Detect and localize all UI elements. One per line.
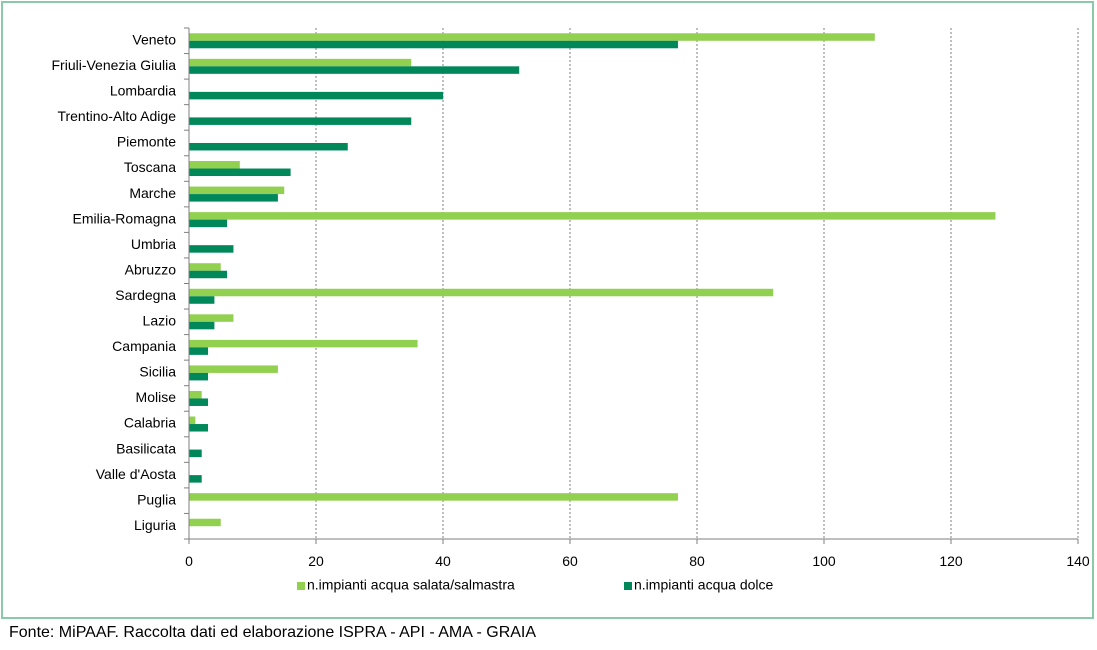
category-label: Puglia xyxy=(137,491,176,507)
gridlines xyxy=(315,28,1079,539)
bar-fresh-water xyxy=(189,91,443,100)
bars xyxy=(189,33,996,527)
bar-fresh-water xyxy=(189,398,209,406)
category-label: Abruzzo xyxy=(125,261,177,277)
bar-chart: Veneto Friuli-Venezia Giulia Lombardia Tren… xyxy=(52,27,1090,593)
x-tick-label: 40 xyxy=(435,553,451,569)
bar-fresh-water xyxy=(189,194,278,202)
x-tick-label: 120 xyxy=(939,553,963,569)
bar-fresh-water xyxy=(189,245,234,253)
bar-salt-water xyxy=(189,518,221,527)
x-tick-label: 100 xyxy=(812,553,836,569)
bar-salt-water xyxy=(189,314,234,322)
x-tick-label: 80 xyxy=(689,553,705,569)
bar-fresh-water xyxy=(189,66,520,74)
category-label: Sicilia xyxy=(139,364,176,380)
category-label: Liguria xyxy=(134,517,176,533)
chart-frame xyxy=(1,1,1094,619)
bar-salt-water xyxy=(189,212,996,220)
bar-salt-water xyxy=(189,493,678,501)
category-label: Piemonte xyxy=(117,134,176,150)
bar-salt-water xyxy=(189,365,278,373)
legend: n.impianti acqua salata/salmastra n.impia… xyxy=(297,577,774,593)
bar-fresh-water xyxy=(189,372,209,381)
category-label: Marche xyxy=(129,185,176,201)
bar-fresh-water xyxy=(189,219,228,228)
bar-salt-water xyxy=(189,416,196,425)
bar-salt-water xyxy=(189,263,221,271)
bar-fresh-water xyxy=(189,117,412,125)
legend-label: n.impianti acqua salata/salmastra xyxy=(307,577,515,593)
bar-salt-water xyxy=(189,58,412,67)
category-label: Veneto xyxy=(132,31,176,47)
bar-fresh-water xyxy=(189,270,228,279)
category-label: Calabria xyxy=(124,415,176,431)
category-label: Friuli-Venezia Giulia xyxy=(52,57,177,73)
bar-salt-water xyxy=(189,186,285,195)
legend-swatch xyxy=(297,582,305,590)
bar-fresh-water xyxy=(189,347,209,355)
category-label: Emilia-Romagna xyxy=(73,210,177,226)
bar-salt-water xyxy=(189,288,774,297)
x-tick-labels: 0 20 40 60 80 100 120 140 xyxy=(185,553,1090,569)
category-label: Basilicata xyxy=(116,440,176,456)
bar-fresh-water xyxy=(189,40,678,49)
bar-fresh-water xyxy=(189,424,209,432)
category-label: Valle d'Aosta xyxy=(96,466,176,482)
category-label: Lombardia xyxy=(110,83,176,99)
legend-swatch xyxy=(624,582,632,590)
bar-salt-water xyxy=(189,390,202,399)
x-tick-label: 20 xyxy=(308,553,324,569)
category-label: Lazio xyxy=(143,313,177,329)
category-labels: Veneto Friuli-Venezia Giulia Lombardia Tren… xyxy=(52,31,177,532)
bar-fresh-water xyxy=(189,142,348,151)
axes xyxy=(184,27,1079,544)
bar-fresh-water xyxy=(189,449,202,458)
bar-fresh-water xyxy=(189,321,215,330)
category-label: Umbria xyxy=(131,236,176,252)
bar-salt-water xyxy=(189,33,875,41)
category-label: Toscana xyxy=(124,159,176,175)
category-label: Trentino-Alto Adige xyxy=(57,108,176,124)
x-tick-label: 140 xyxy=(1066,553,1090,569)
bar-salt-water xyxy=(189,161,240,169)
bar-fresh-water xyxy=(189,475,202,483)
bar-salt-water xyxy=(189,339,418,348)
x-tick-label: 60 xyxy=(562,553,578,569)
legend-label: n.impianti acqua dolce xyxy=(634,577,774,593)
category-label: Campania xyxy=(112,338,176,354)
x-tick-label: 0 xyxy=(185,553,193,569)
source-note: Fonte: MiPAAF. Raccolta dati ed elaboraz… xyxy=(9,624,537,641)
category-label: Sardegna xyxy=(115,287,176,303)
category-label: Molise xyxy=(136,389,177,405)
bar-fresh-water xyxy=(189,168,291,177)
bar-fresh-water xyxy=(189,296,215,304)
